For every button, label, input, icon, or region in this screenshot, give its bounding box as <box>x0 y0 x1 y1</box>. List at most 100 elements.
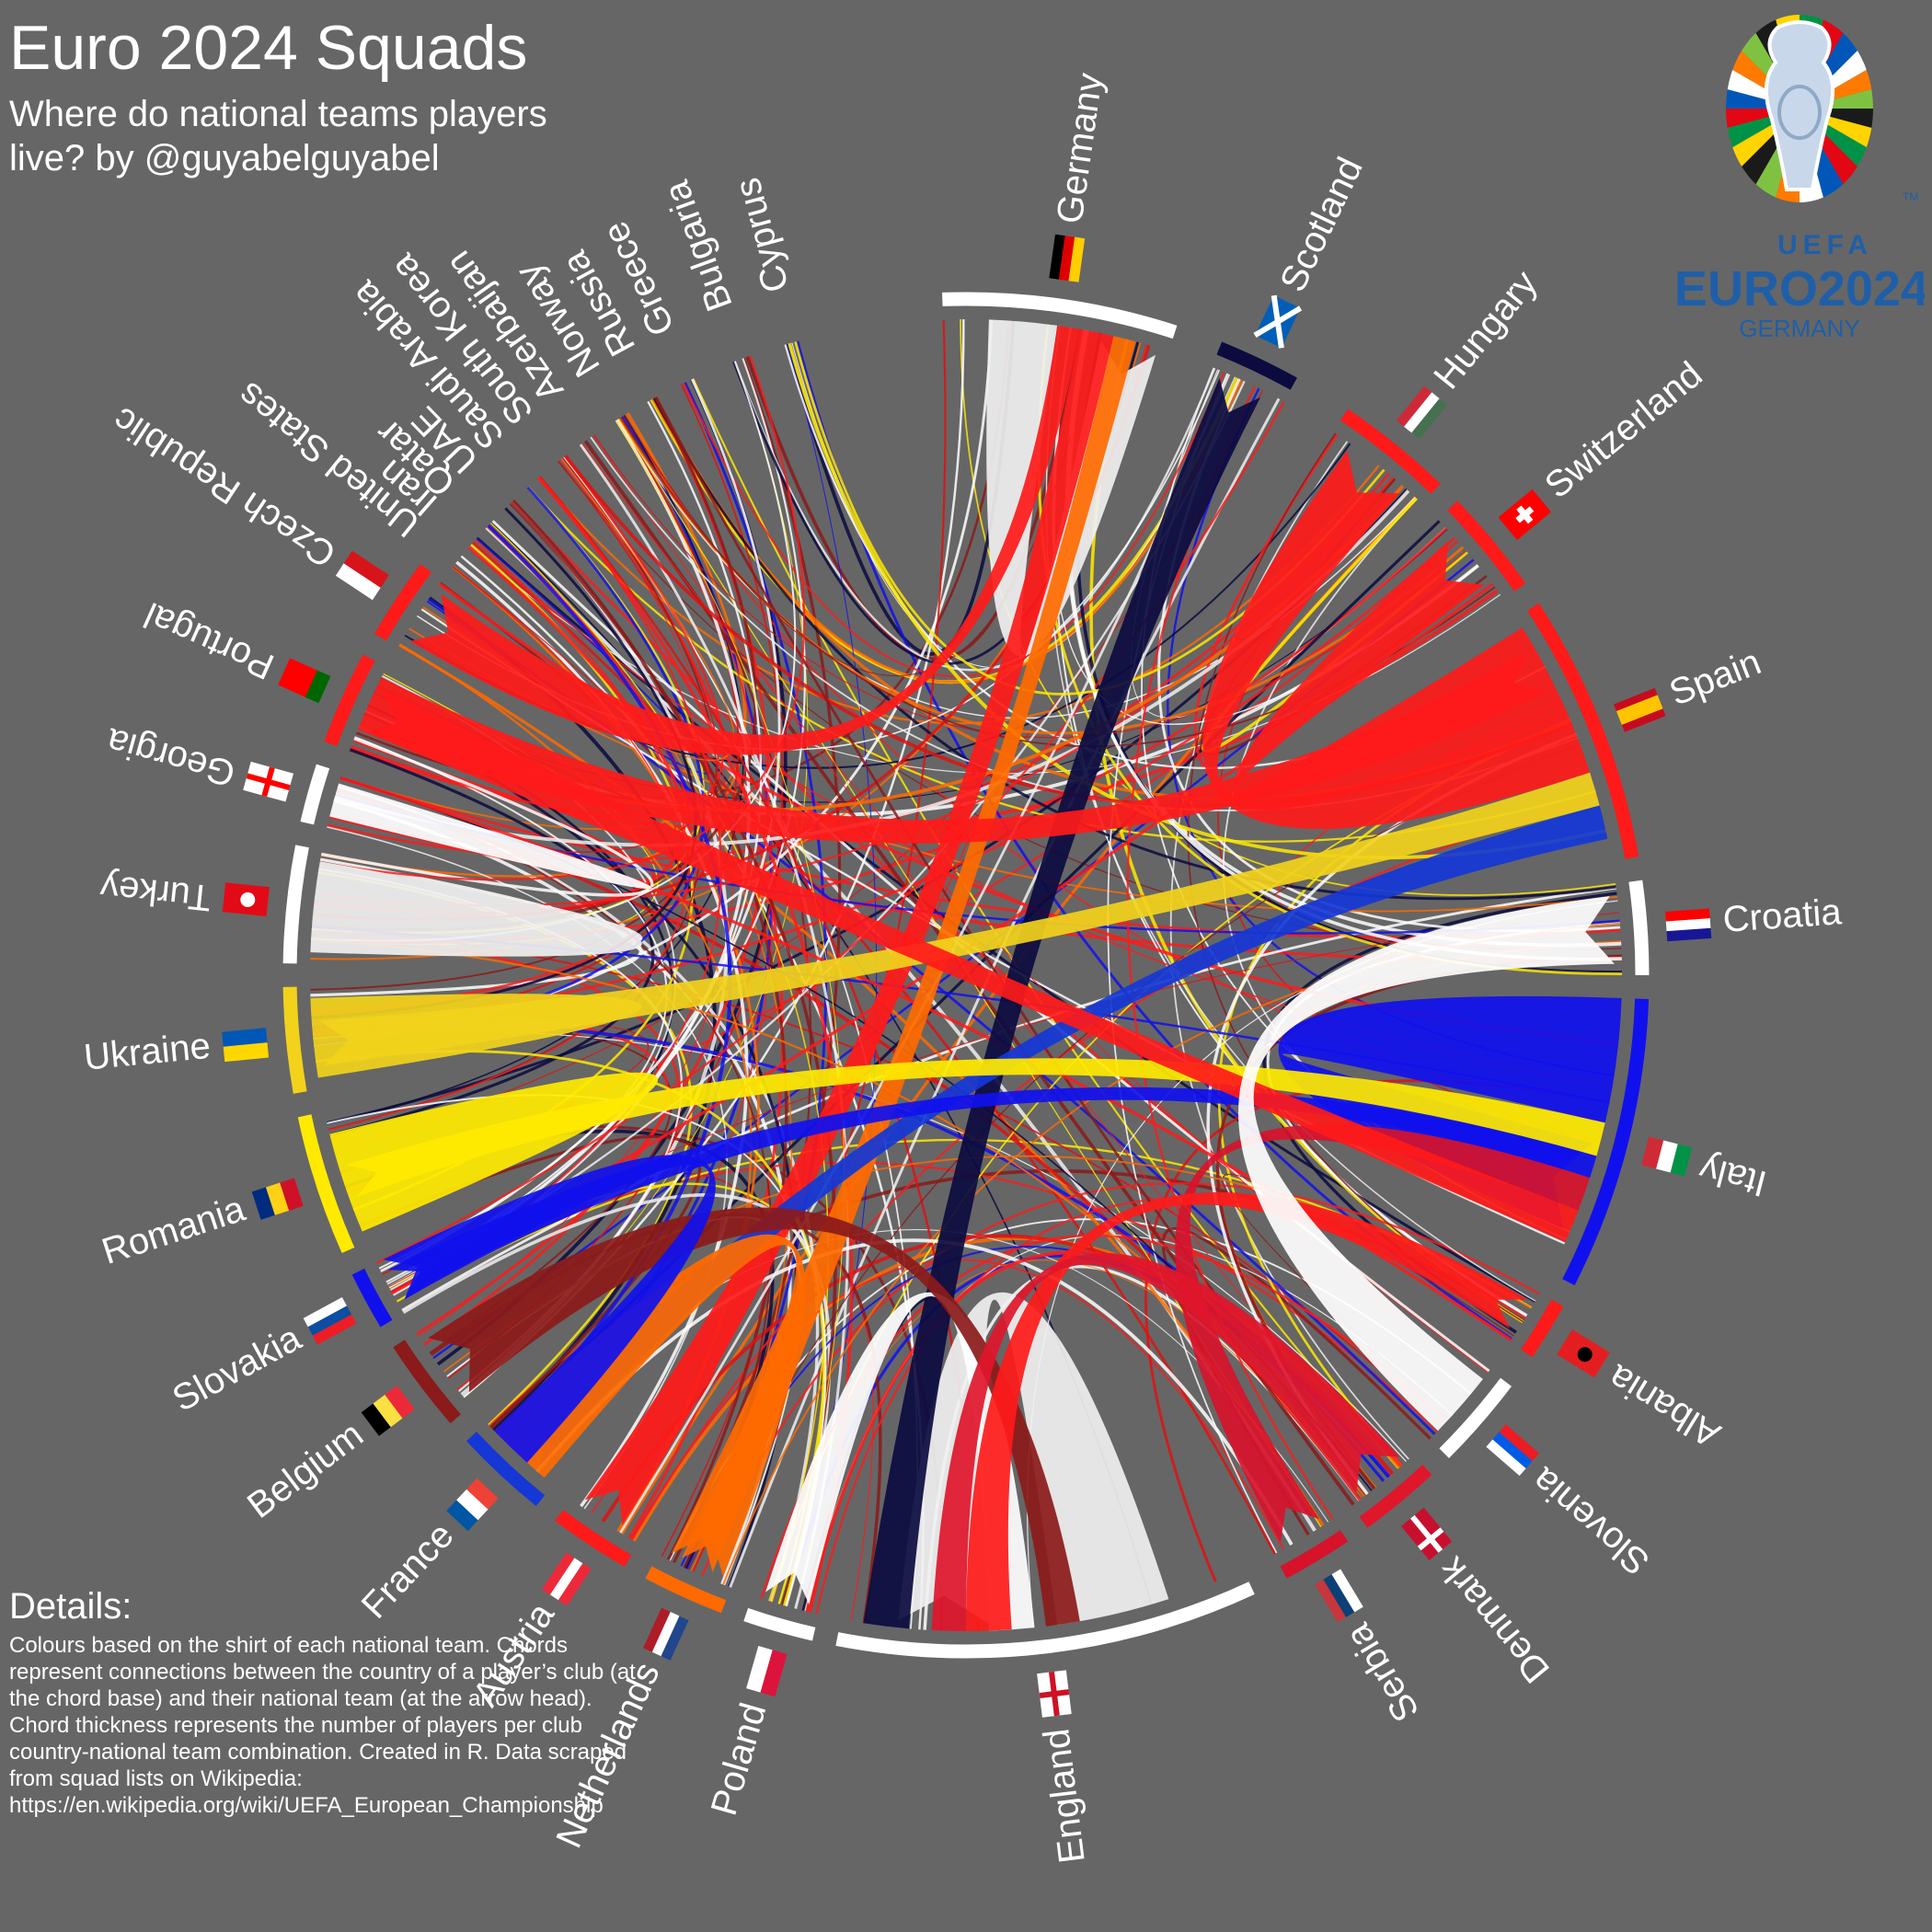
chord-thin <box>329 748 655 1137</box>
chord-france-to-netherlands <box>494 1234 806 1577</box>
chord-spain-to-switzerland <box>1233 541 1566 811</box>
croatia-flag-icon <box>1665 908 1712 942</box>
chord-thin <box>388 400 763 1289</box>
logo-tm: TM <box>1903 190 1918 203</box>
sector-arc-slovenia <box>1439 1377 1512 1459</box>
details-block: Colours based on the shirt of each natio… <box>9 1632 653 1819</box>
sector-arc-austria <box>555 1509 632 1567</box>
details-url: https://en.wikipedia.org/wiki/UEFA_Europ… <box>9 1793 604 1818</box>
sector-label-italy: Italy <box>1696 1148 1771 1204</box>
chord-thin <box>701 1182 1540 1577</box>
chord-germany-to-netherlands <box>671 336 1136 1572</box>
details-text: Colours based on the shirt of each natio… <box>9 1633 636 1791</box>
logo-uefa: UEFA <box>1777 230 1873 260</box>
slovakia-flag-icon <box>303 1296 357 1345</box>
chord-thin <box>960 318 1616 896</box>
chord-england-to-scotland <box>863 378 1261 1629</box>
turkey-flag-icon <box>222 882 270 917</box>
sector-label-spain: Spain <box>1664 641 1766 713</box>
details-heading: Details: <box>9 1586 132 1627</box>
sector-label-albania: Albania <box>1601 1356 1727 1455</box>
serbia-flag-icon <box>1315 1569 1363 1623</box>
chords-layer <box>310 318 1623 1632</box>
chord-thin <box>1126 385 1334 1520</box>
sector-arc-slovakia <box>351 1268 393 1328</box>
chord-thin <box>328 539 690 1132</box>
chord-france-to-slovakia <box>383 1155 716 1463</box>
chord-italy-to-portugal <box>364 690 1579 1242</box>
sector-arc-poland <box>743 1607 816 1641</box>
sector-label-portugal: Portugal <box>138 594 280 687</box>
chord-italy-to-romania <box>345 1058 1605 1198</box>
sector-arc-belgium <box>393 1340 461 1424</box>
sector-label-hungary: Hungary <box>1426 263 1545 397</box>
austria-flag-icon <box>542 1552 592 1606</box>
sector-arc-georgia <box>300 764 330 825</box>
scotland-flag-icon <box>1253 294 1303 349</box>
spain-flag-icon <box>1614 687 1666 732</box>
sector-arc-scotland <box>1216 341 1297 390</box>
sector-label-belgium: Belgium <box>240 1414 371 1526</box>
chord-thin <box>692 378 1399 1469</box>
italy-flag-icon <box>1641 1136 1693 1177</box>
sector-arc-portugal <box>324 654 375 747</box>
chord-thin <box>375 400 1285 1264</box>
chord-spain-to-hungary <box>1202 450 1591 830</box>
england-flag-icon <box>1037 1670 1072 1718</box>
sector-arcs <box>282 292 1650 1659</box>
chord-thin <box>1187 432 1524 1323</box>
chord-spain-to-ukraine <box>318 772 1600 1066</box>
sector-label-slovenia: Slovenia <box>1524 1459 1657 1582</box>
poland-flag-icon <box>746 1646 788 1697</box>
germany-flag-icon <box>1049 234 1086 282</box>
sector-label-denmark: Denmark <box>1431 1548 1558 1690</box>
sector-label-poland: Poland <box>704 1698 775 1820</box>
sector-label-turkey: Turkey <box>98 867 213 918</box>
sector-label-germany: Germany <box>1050 71 1110 226</box>
chord-turkey-to-turkey <box>310 861 643 957</box>
chord-germany-to-austria <box>584 328 1114 1525</box>
sector-label-romania: Romania <box>98 1188 251 1272</box>
portugal-flag-icon <box>278 658 331 704</box>
georgia-flag-icon <box>243 761 294 802</box>
chord-thin <box>320 737 654 897</box>
sector-arc-italy <box>1562 998 1650 1286</box>
sector-label-england: England <box>1036 1727 1093 1866</box>
sector-arc-netherlands <box>645 1566 727 1614</box>
chart-title: Euro 2024 Squads <box>9 13 528 83</box>
sector-arc-spain <box>1527 603 1639 859</box>
chord-thin <box>319 355 806 881</box>
albania-flag-icon <box>1557 1329 1610 1378</box>
chord-england-to-denmark <box>931 1252 1400 1631</box>
sector-arc-germany <box>942 292 1178 339</box>
france-flag-icon <box>446 1478 499 1532</box>
chord-ukraine-to-ukraine <box>310 994 642 1078</box>
chord-georgia-to-georgia <box>329 783 652 890</box>
sector-label-switzerland: Switzerland <box>1537 354 1710 506</box>
chord-portugal-to-spain <box>357 650 1549 844</box>
chord-thin <box>316 1050 825 1606</box>
trophy-logo-icon: TM UEFA EURO2024 GERMANY <box>1674 15 1928 342</box>
chart-subtitle: Where do national teams players live? by… <box>9 94 547 178</box>
romania-flag-icon <box>251 1178 304 1220</box>
sector-arc-ukraine <box>282 986 307 1094</box>
chord-slovenia-to-croatia <box>1237 896 1615 1432</box>
sector-arc-turkey <box>282 845 309 964</box>
sector-arc-england <box>835 1581 1255 1659</box>
chord-thin <box>310 857 642 997</box>
sector-label-serbia: Serbia <box>1338 1616 1428 1728</box>
sector-label-ukraine: Ukraine <box>82 1026 212 1078</box>
chord-romania-to-romania <box>329 1072 659 1232</box>
euro-2024-logo: TM UEFA EURO2024 GERMANY <box>1674 9 1928 342</box>
denmark-flag-icon <box>1400 1507 1453 1560</box>
chord-thin <box>652 397 1616 901</box>
chord-thin <box>385 358 806 1283</box>
chord-thin <box>682 372 1225 678</box>
ukraine-flag-icon <box>222 1028 270 1063</box>
switzerland-flag-icon <box>1498 489 1551 541</box>
sector-arc-switzerland <box>1447 500 1526 592</box>
netherlands-flag-icon <box>643 1607 689 1661</box>
sector-label-georgia: Georgia <box>102 719 240 794</box>
sector-label-scotland: Scotland <box>1272 151 1371 297</box>
